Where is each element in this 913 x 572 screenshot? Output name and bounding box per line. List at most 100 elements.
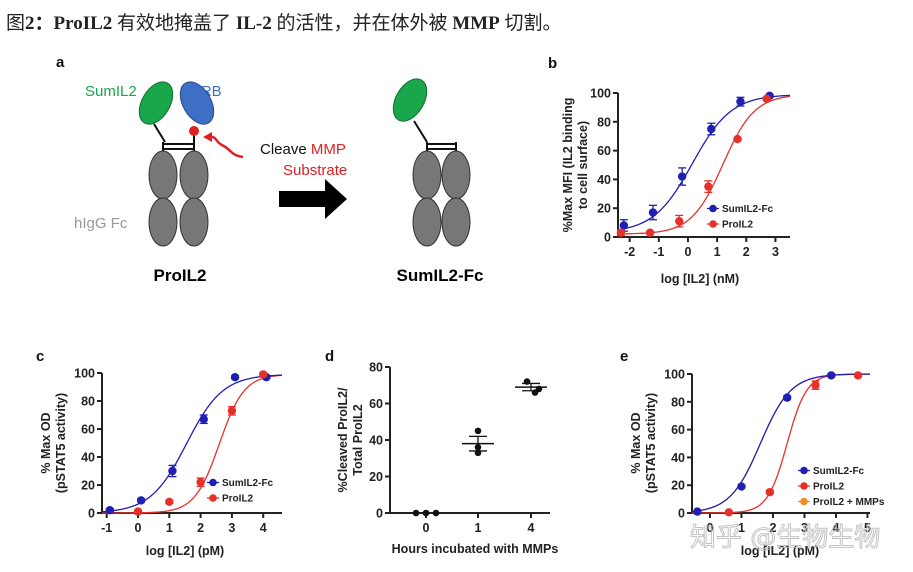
legend-label: ProIL2 bbox=[222, 494, 254, 505]
y-tick-label: 80 bbox=[671, 395, 685, 409]
legend-marker bbox=[709, 220, 717, 228]
panel-e-chart: e 0 20 40 60 80 100 0 1 2 3 4 5 % Max OD (pSTAT5 activ… bbox=[620, 348, 885, 558]
title-il2: IL-2 bbox=[235, 13, 272, 34]
y-tick-label: 100 bbox=[590, 87, 611, 101]
substrate-text: Substrate bbox=[283, 162, 347, 179]
fit-curve-proil2 bbox=[102, 374, 282, 514]
x-tick-label: 0 bbox=[423, 521, 430, 535]
x-tick-label: -1 bbox=[653, 245, 664, 259]
panel-d-chart: d 0 20 40 60 80 0 1 4 %Cleaved ProIL2/Total ProIL… bbox=[325, 348, 558, 556]
x-tick-label: 4 bbox=[528, 521, 535, 535]
title-text-1: 有效地掩盖了 bbox=[112, 13, 236, 34]
fit-curve-sumil2-fc bbox=[617, 94, 790, 231]
x-axis-label: log [IL2] (nM) bbox=[661, 272, 739, 286]
linker bbox=[153, 123, 166, 143]
fc-label: hIgG Fc bbox=[74, 215, 128, 232]
x-axis-label: log [IL2] (pM) bbox=[741, 544, 819, 558]
data-point bbox=[227, 406, 237, 415]
data-point bbox=[853, 371, 863, 380]
legend-marker bbox=[209, 494, 217, 502]
legend-marker bbox=[800, 497, 808, 506]
y-tick-label: 0 bbox=[604, 231, 611, 245]
data-point bbox=[693, 507, 702, 516]
panel-b-chart: b 0 20 40 60 80 100 -2 -1 0 1 2 3 %Max MFI (IL2 bindi… bbox=[548, 55, 791, 286]
x-axis-label: log [IL2] (pM) bbox=[146, 544, 224, 558]
title-text-2: 的活性，并在体外被 bbox=[271, 13, 453, 34]
x-tick-label: 2 bbox=[769, 521, 776, 535]
data-point bbox=[230, 373, 240, 382]
y-tick-label: 20 bbox=[81, 479, 95, 493]
y-tick-label: 0 bbox=[376, 507, 383, 521]
y-tick-label: 40 bbox=[597, 173, 611, 187]
fc-domain bbox=[441, 150, 471, 200]
x-tick-label: 3 bbox=[801, 521, 808, 535]
legend-marker bbox=[709, 204, 717, 213]
panel-letter-a: a bbox=[56, 54, 65, 71]
proil2-caption: ProIL2 bbox=[154, 266, 207, 285]
x-axis-label: Hours incubated with MMPs bbox=[392, 542, 559, 556]
data-point bbox=[704, 182, 713, 191]
data-point bbox=[133, 507, 143, 516]
y-axis-label: % Max OD (pSTAT5 activity) bbox=[39, 393, 68, 493]
y-tick-label: 100 bbox=[664, 368, 685, 382]
mmp-word: MMP bbox=[311, 141, 346, 158]
fc-domain bbox=[148, 150, 178, 200]
y-axis-label-line: %Max MFI (IL2 binding bbox=[561, 98, 575, 233]
data-point bbox=[811, 380, 820, 390]
y-tick-label: 100 bbox=[74, 367, 95, 381]
data-point bbox=[619, 221, 629, 230]
data-point bbox=[765, 487, 775, 497]
fc-domain bbox=[441, 197, 471, 247]
sumil2-label: SumIL2 bbox=[85, 83, 137, 100]
y-tick-label: 40 bbox=[81, 451, 95, 465]
fit-curve-sumil2-fc bbox=[691, 373, 870, 513]
y-tick-label: 0 bbox=[88, 507, 95, 521]
data-point bbox=[105, 506, 115, 515]
data-point bbox=[616, 228, 626, 237]
fc-domain bbox=[179, 150, 209, 200]
y-axis-label-line: Total ProIL2 bbox=[351, 404, 365, 475]
legend-label: SumIL2-Fc bbox=[722, 204, 774, 215]
panel-letter-e: e bbox=[620, 348, 628, 365]
sumil2-domain bbox=[138, 81, 174, 125]
y-tick-label: 0 bbox=[678, 507, 685, 521]
title-text-3: 切割。 bbox=[499, 13, 562, 34]
y-axis-label: % Max OD (pSTAT5 activity) bbox=[629, 393, 658, 493]
data-point bbox=[412, 509, 420, 517]
mmp-substrate-dot bbox=[189, 126, 199, 136]
figure-title: 图2：ProIL2 有效地掩盖了 IL-2 的活性，并在体外被 MMP 切割。 bbox=[6, 8, 561, 35]
cleave-text: Cleave MMP bbox=[260, 141, 346, 158]
fc-domain bbox=[179, 197, 209, 247]
panel-letter-c: c bbox=[36, 348, 44, 365]
y-tick-label: 60 bbox=[671, 423, 685, 437]
x-tick-label: -2 bbox=[624, 245, 635, 259]
y-tick-label: 60 bbox=[81, 423, 95, 437]
sumil2-fc-molecule bbox=[392, 78, 471, 247]
data-point bbox=[432, 509, 440, 517]
x-tick-label: 2 bbox=[743, 245, 750, 259]
y-tick-label: 20 bbox=[671, 479, 685, 493]
x-tick-label: 1 bbox=[738, 521, 745, 535]
cleave-word: Cleave bbox=[260, 141, 311, 158]
legend-marker bbox=[209, 478, 217, 487]
data-point bbox=[677, 172, 687, 181]
data-point bbox=[168, 466, 177, 476]
y-tick-label: 80 bbox=[81, 395, 95, 409]
y-axis-label-line: % Max OD bbox=[39, 412, 53, 473]
data-point bbox=[165, 497, 174, 506]
y-tick-label: 60 bbox=[597, 144, 611, 158]
x-tick-label: 3 bbox=[228, 521, 235, 535]
y-tick-label: 20 bbox=[597, 202, 611, 216]
data-point bbox=[474, 427, 482, 435]
data-point bbox=[724, 508, 734, 517]
legend-marker bbox=[800, 466, 808, 475]
panel-c-chart: c 0 20 40 60 80 100 -1 0 1 2 3 4 % Max OD (pSTAT5 acti… bbox=[36, 348, 283, 558]
x-tick-label: 1 bbox=[714, 245, 721, 259]
curved-arrow-icon bbox=[207, 135, 244, 159]
data-point bbox=[136, 496, 146, 505]
data-point bbox=[737, 482, 746, 491]
data-point bbox=[827, 371, 836, 380]
data-point bbox=[645, 228, 655, 237]
data-point bbox=[733, 134, 742, 144]
